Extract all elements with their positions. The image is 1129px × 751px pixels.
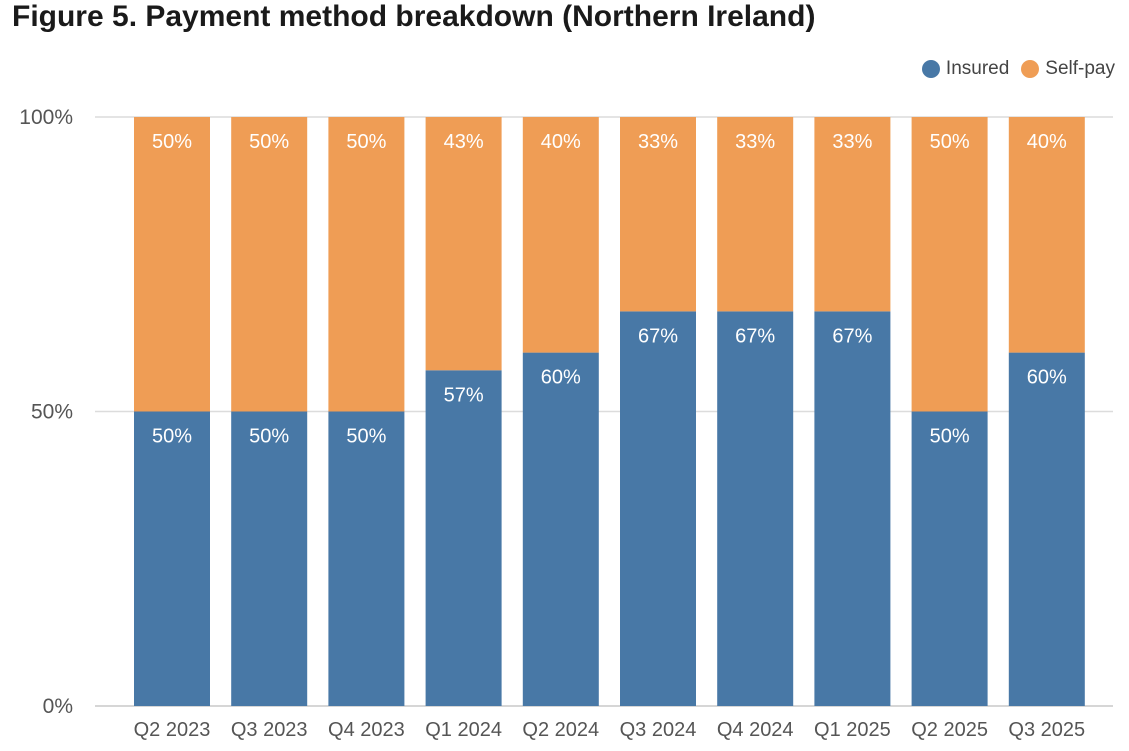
y-tick-label: 0% <box>43 695 73 718</box>
legend-label-insured: Insured <box>945 58 1010 79</box>
legend-swatch-insured <box>921 60 940 78</box>
data-label: 33% <box>735 131 775 153</box>
data-label: 50% <box>152 131 192 153</box>
bar-self-pay-8 <box>911 117 988 412</box>
bar-self-pay-0 <box>134 117 210 412</box>
data-label: 50% <box>152 426 192 448</box>
legend: Insured Self-pay <box>910 58 1115 80</box>
data-label: 33% <box>832 131 872 153</box>
chart-title: Figure 5. Payment method breakdown (Nort… <box>12 0 816 33</box>
bar-insured-0 <box>134 411 210 706</box>
x-tick-label: Q4 2024 <box>717 719 794 741</box>
data-label: 33% <box>638 131 678 153</box>
bar-insured-5 <box>620 311 696 706</box>
data-label: 50% <box>930 131 970 153</box>
data-label: 40% <box>541 131 581 153</box>
data-label: 67% <box>735 325 775 347</box>
data-label: 67% <box>832 325 872 347</box>
bar-self-pay-9 <box>1008 117 1085 353</box>
bar-insured-4 <box>522 352 599 706</box>
x-tick-label: Q2 2024 <box>522 719 599 741</box>
bar-insured-6 <box>717 311 794 706</box>
data-label: 50% <box>346 131 386 153</box>
x-tick-label: Q1 2024 <box>425 719 502 741</box>
x-tick-label: Q3 2025 <box>1008 719 1085 741</box>
bar-insured-2 <box>328 411 405 706</box>
data-label: 60% <box>1027 367 1067 389</box>
x-tick-label: Q4 2023 <box>328 719 405 741</box>
bar-insured-8 <box>911 411 988 706</box>
bar-insured-9 <box>1008 352 1085 706</box>
bar-insured-1 <box>231 411 308 706</box>
x-tick-label: Q1 2025 <box>814 719 891 741</box>
data-label: 50% <box>930 426 970 448</box>
bar-self-pay-5 <box>620 117 696 312</box>
data-label: 60% <box>541 367 581 389</box>
legend-item-insured: Insured <box>921 58 1010 80</box>
data-label: 40% <box>1027 131 1067 153</box>
data-label: 67% <box>638 325 678 347</box>
legend-swatch-self-pay <box>1021 60 1040 78</box>
bar-insured-7 <box>814 311 891 706</box>
legend-item-self-pay: Self-pay <box>1021 58 1115 80</box>
data-label: 50% <box>249 131 289 153</box>
bar-insured-3 <box>425 370 502 706</box>
data-label: 50% <box>346 426 386 448</box>
bar-self-pay-6 <box>717 117 794 312</box>
data-label: 57% <box>444 384 484 406</box>
x-tick-label: Q3 2024 <box>620 719 697 741</box>
y-tick-label: 50% <box>31 401 73 424</box>
legend-label-self-pay: Self-pay <box>1045 58 1115 79</box>
x-tick-label: Q2 2025 <box>911 719 988 741</box>
data-label: 50% <box>249 426 289 448</box>
bar-self-pay-1 <box>231 117 308 412</box>
x-tick-label: Q3 2023 <box>231 719 308 741</box>
bar-self-pay-3 <box>425 117 502 371</box>
bar-self-pay-7 <box>814 117 891 312</box>
bar-self-pay-2 <box>328 117 405 412</box>
y-tick-label: 100% <box>19 106 73 129</box>
x-tick-label: Q2 2023 <box>134 719 211 741</box>
data-label: 43% <box>444 131 484 153</box>
bar-self-pay-4 <box>522 117 599 353</box>
